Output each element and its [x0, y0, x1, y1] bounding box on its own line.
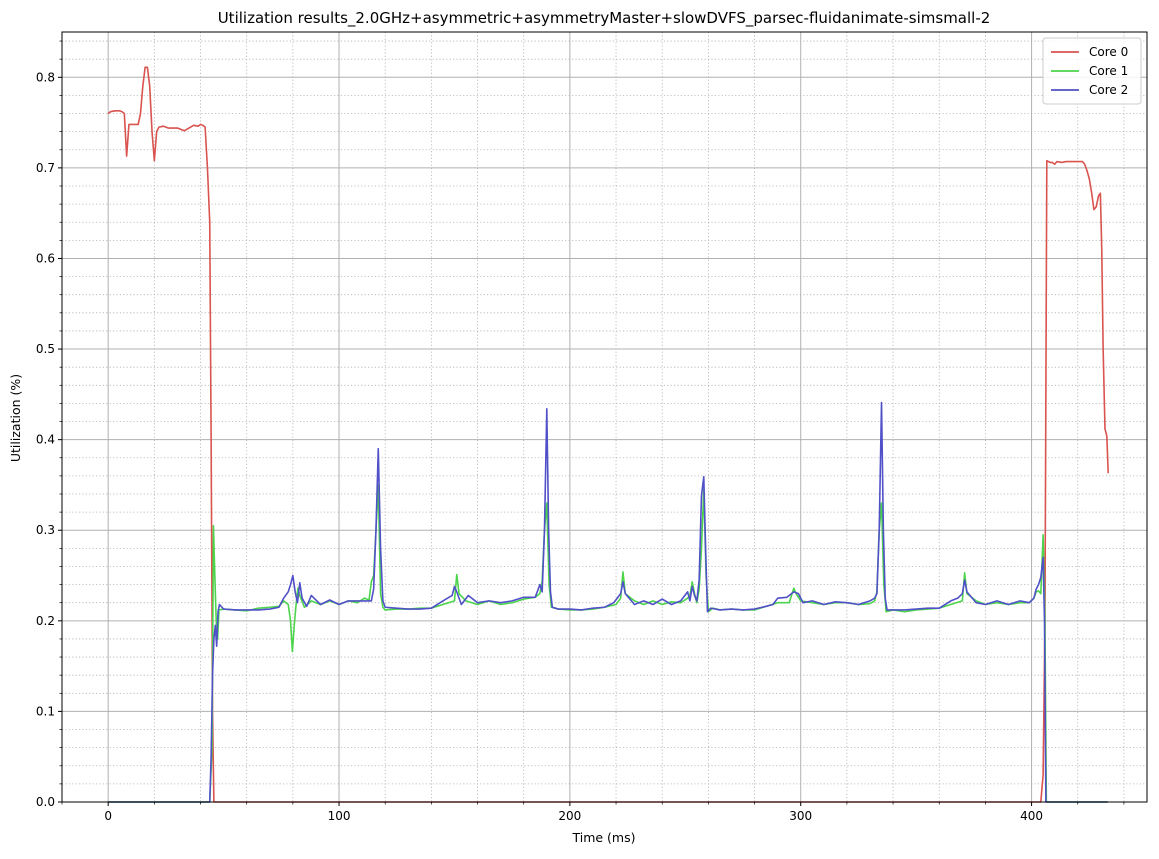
y-tick-label: 0.3	[36, 523, 55, 537]
x-tick-label: 200	[558, 809, 581, 823]
x-tick-label: 300	[789, 809, 812, 823]
y-tick-label: 0.4	[36, 433, 55, 447]
y-tick-label: 0.8	[36, 70, 55, 84]
x-tick-label: 100	[328, 809, 351, 823]
legend-label: Core 0	[1089, 45, 1128, 59]
x-tick-label: 400	[1020, 809, 1043, 823]
y-tick-label: 0.0	[36, 795, 55, 809]
x-tick-label: 0	[104, 809, 112, 823]
grid	[61, 32, 1147, 803]
y-tick-label: 0.7	[36, 161, 55, 175]
axis-ticks: 0 100 200 300 400 0.0 0.1 0.2 0.3 0.4 0.5 0.6 0.7 0.8	[36, 40, 1125, 823]
y-tick-label: 0.6	[36, 251, 55, 265]
series-line-core-1	[108, 484, 1108, 803]
chart-title: Utilization results_2.0GHz+asymmetric+as…	[218, 9, 991, 28]
series-lines	[107, 66, 1110, 803]
y-tick-label: 0.5	[36, 342, 55, 356]
y-tick-label: 0.1	[36, 704, 55, 718]
y-tick-label: 0.2	[36, 614, 55, 628]
legend: Core 0 Core 1 Core 2	[1042, 37, 1142, 105]
y-axis-label: Utilization (%)	[8, 374, 23, 462]
plot-frame	[61, 31, 1148, 803]
x-axis-label: Time (ms)	[571, 830, 635, 845]
legend-box	[1042, 37, 1142, 105]
series-line-core-0	[107, 66, 1110, 803]
legend-label: Core 2	[1089, 83, 1128, 97]
legend-label: Core 1	[1089, 64, 1128, 78]
series-line-core-2	[108, 401, 1108, 803]
